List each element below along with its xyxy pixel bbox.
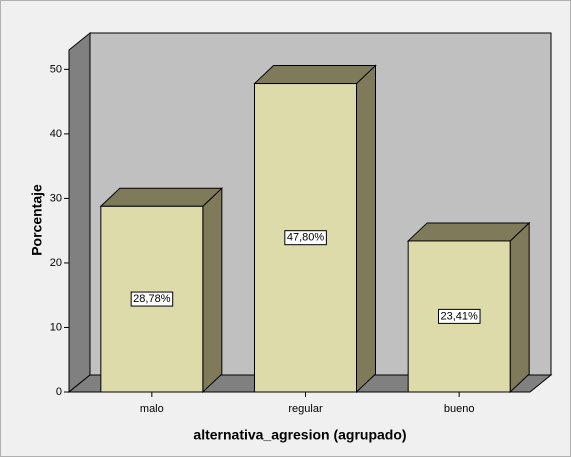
x-tick-label: malo [140,403,164,415]
side-wall [68,31,91,394]
y-tick-label: 10 [50,321,62,333]
bar [406,221,531,394]
value-label: 47,80% [287,232,325,244]
value-label-box [130,291,174,307]
bar-side [202,187,223,394]
x-tick-label: regular [288,403,323,415]
bar [99,187,224,394]
value-label-box [438,308,481,324]
y-tick-label: 50 [50,63,62,75]
y-tick-label: 30 [50,192,62,204]
bar-top [406,222,531,242]
x-tick-label: bueno [444,403,475,415]
x-axis-title: alternativa_agresion (agrupado) [193,427,406,443]
value-label-box [284,230,327,246]
value-label: 23,41% [441,310,479,322]
y-tick-label: 0 [56,386,62,398]
bar-top [99,187,224,207]
plot-area [64,31,553,397]
bar-top [253,65,377,85]
bar-side [356,64,376,394]
y-tick-label: 40 [50,128,62,140]
bar [253,64,377,394]
bar-side [509,221,530,394]
value-label: 28,78% [133,293,171,305]
y-tick-label: 20 [50,257,62,269]
y-axis-title: Porcentaje [29,184,45,256]
